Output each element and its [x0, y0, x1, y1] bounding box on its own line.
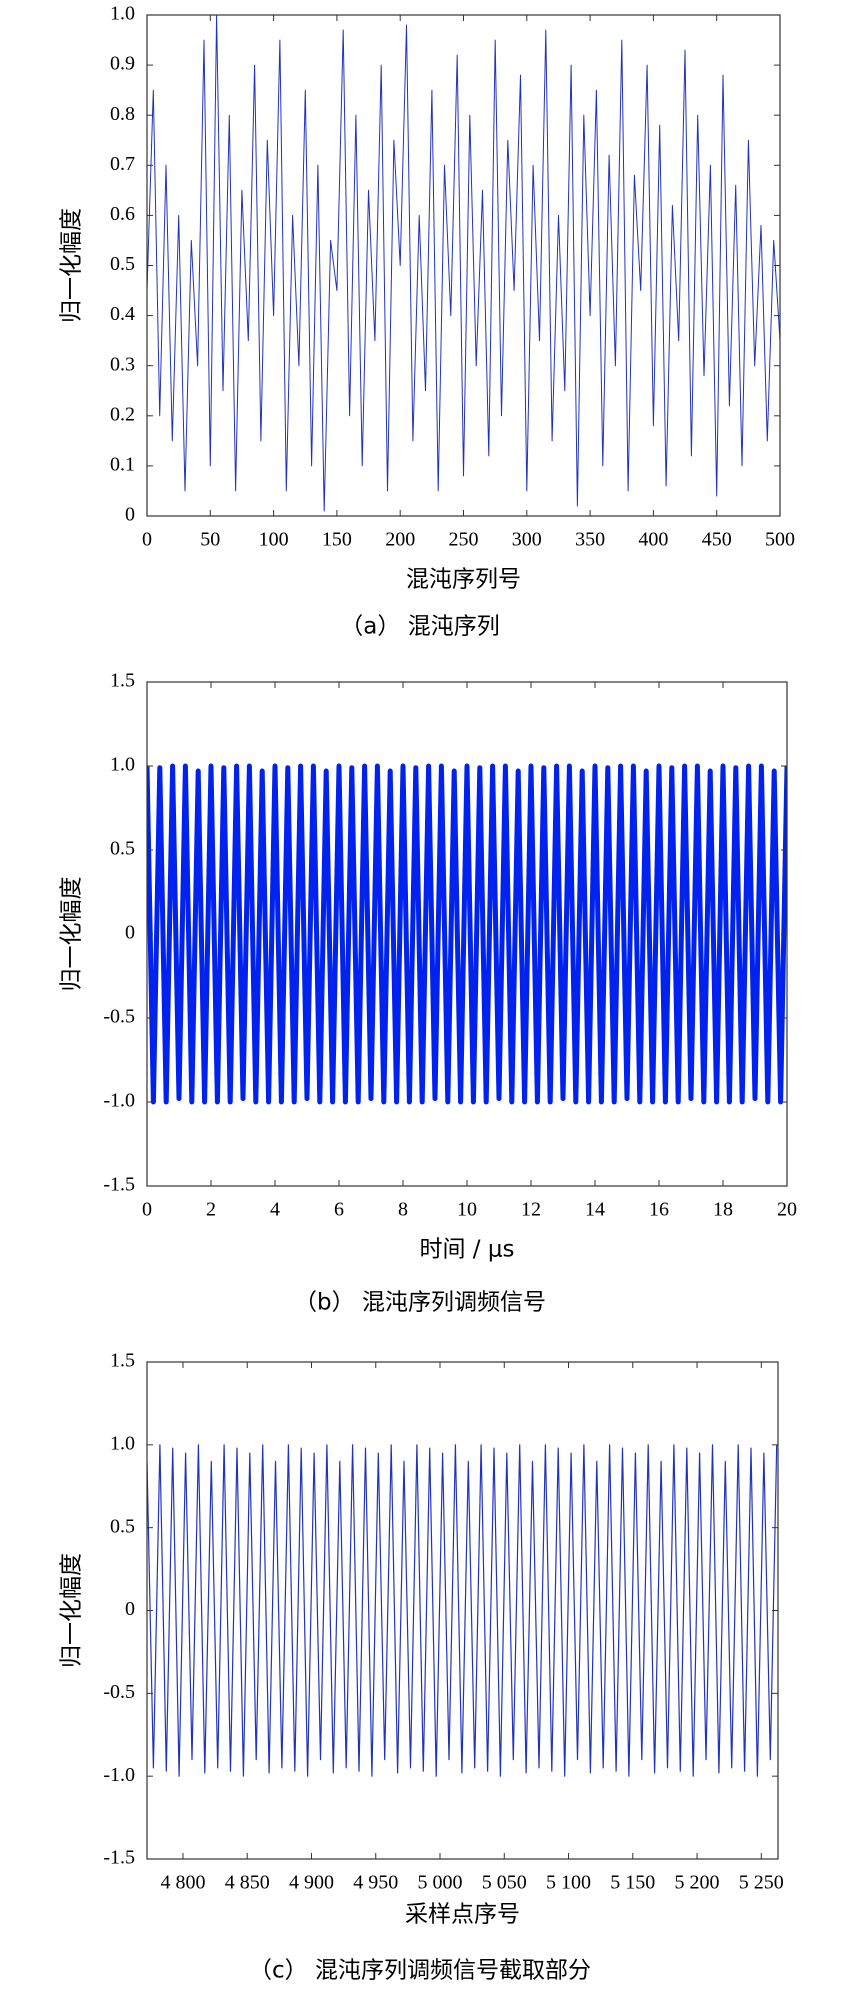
x-tick-label: 5 150 — [610, 1872, 655, 1894]
y-tick-label: 1.0 — [110, 1432, 135, 1454]
x-tick-label: 50 — [200, 529, 220, 551]
y-tick-label: 0 — [125, 1598, 135, 1620]
x-tick-label: 250 — [449, 529, 479, 551]
y-tick-label: 0.4 — [110, 303, 135, 325]
x-tick-label: 10 — [457, 1199, 477, 1221]
y-tick-label: 0.1 — [110, 453, 135, 475]
x-tick-label: 4 900 — [289, 1872, 334, 1894]
x-tick-label: 5 250 — [739, 1872, 784, 1894]
x-tick-label: 2 — [206, 1199, 216, 1221]
y-tick-label: 0.7 — [110, 153, 135, 175]
x-tick-label: 6 — [334, 1199, 344, 1221]
x-tick-label: 4 950 — [353, 1872, 398, 1894]
x-tick-label: 5 200 — [675, 1872, 720, 1894]
x-axis-label: 时间 / μs — [420, 1237, 515, 1263]
x-tick-label: 4 800 — [160, 1872, 205, 1894]
x-tick-label: 12 — [521, 1199, 541, 1221]
signal-line — [147, 1444, 778, 1777]
y-tick-label: 0.5 — [110, 1515, 135, 1537]
x-tick-label: 100 — [259, 529, 289, 551]
y-tick-label: 1.0 — [110, 3, 135, 25]
y-tick-label: 0 — [125, 504, 135, 526]
y-tick-label: 0 — [125, 922, 135, 944]
x-tick-label: 300 — [512, 529, 542, 551]
x-tick-label: 16 — [649, 1199, 669, 1221]
y-axis-label: 归一化幅度 — [59, 208, 85, 323]
x-axis-label: 混沌序列号 — [406, 567, 521, 593]
y-axis-label: 归一化幅度 — [59, 1553, 85, 1668]
axis-box — [146, 681, 788, 1187]
y-tick-label: -1.0 — [103, 1090, 135, 1112]
x-tick-label: 0 — [142, 1199, 152, 1221]
x-tick-label: 14 — [585, 1199, 605, 1221]
y-tick-label: 1.0 — [110, 754, 135, 776]
x-axis-label: 采样点序号 — [405, 1902, 520, 1928]
x-tick-label: 20 — [777, 1199, 797, 1221]
x-tick-label: 5 000 — [418, 1872, 463, 1894]
x-tick-label: 4 850 — [225, 1872, 270, 1894]
x-tick-label: 500 — [765, 529, 795, 551]
y-tick-label: 0.3 — [110, 353, 135, 375]
y-tick-label: 0.5 — [110, 838, 135, 860]
y-tick-label: 0.2 — [110, 403, 135, 425]
x-tick-label: 18 — [713, 1199, 733, 1221]
caption: （b） 混沌序列调频信号 — [294, 1290, 546, 1316]
axis-box — [146, 14, 781, 517]
x-tick-label: 150 — [322, 529, 352, 551]
y-tick-label: -1.0 — [103, 1764, 135, 1786]
y-tick-label: 0.6 — [110, 203, 135, 225]
y-tick-label: -0.5 — [103, 1006, 135, 1028]
x-tick-label: 400 — [638, 529, 668, 551]
y-tick-label: 0.8 — [110, 103, 135, 125]
y-tick-label: 1.5 — [110, 1350, 135, 1372]
x-tick-label: 8 — [398, 1199, 408, 1221]
x-tick-label: 0 — [142, 529, 152, 551]
caption: （a） 混沌序列 — [340, 614, 499, 640]
signal-line — [147, 15, 780, 512]
x-tick-label: 5 050 — [482, 1872, 527, 1894]
x-tick-label: 5 100 — [546, 1872, 591, 1894]
signal-line — [147, 763, 787, 1105]
y-axis-label: 归一化幅度 — [59, 877, 85, 992]
x-tick-label: 350 — [575, 529, 605, 551]
y-tick-label: -1.5 — [103, 1174, 135, 1196]
y-tick-label: -1.5 — [103, 1847, 135, 1869]
caption: （c） 混沌序列调频信号截取部分 — [249, 1958, 591, 1984]
y-tick-label: 1.5 — [110, 670, 135, 692]
y-tick-label: 0.9 — [110, 53, 135, 75]
x-tick-label: 450 — [702, 529, 732, 551]
x-tick-label: 4 — [270, 1199, 280, 1221]
y-tick-label: -0.5 — [103, 1681, 135, 1703]
y-tick-label: 0.5 — [110, 253, 135, 275]
x-tick-label: 200 — [385, 529, 415, 551]
